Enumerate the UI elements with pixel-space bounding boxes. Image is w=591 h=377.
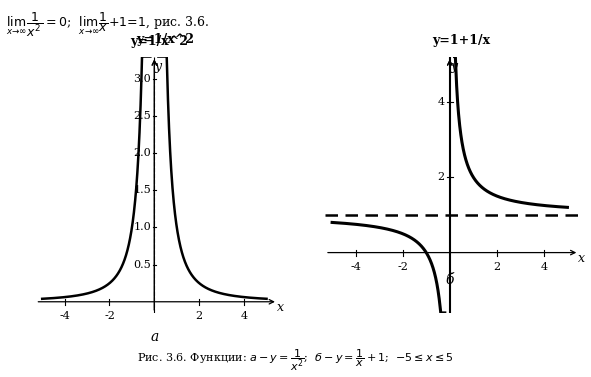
- Text: -4: -4: [350, 262, 361, 272]
- Text: 2: 2: [196, 311, 203, 321]
- Text: -2: -2: [397, 262, 408, 272]
- Text: б: б: [446, 273, 454, 287]
- Text: y: y: [155, 60, 162, 73]
- Text: y=1+1/x: y=1+1/x: [433, 34, 491, 47]
- Text: 1.5: 1.5: [133, 185, 151, 195]
- Text: 1.0: 1.0: [133, 222, 151, 233]
- Text: -2: -2: [104, 311, 115, 321]
- Text: 2.0: 2.0: [133, 148, 151, 158]
- Text: 2: 2: [437, 172, 444, 182]
- Text: 4: 4: [540, 262, 547, 272]
- Text: a: a: [150, 330, 158, 344]
- Text: 0.5: 0.5: [133, 260, 151, 270]
- Text: y=1/x^2: y=1/x^2: [137, 33, 194, 46]
- Text: y: y: [450, 60, 457, 73]
- Text: 2.5: 2.5: [133, 111, 151, 121]
- Text: $\lim_{x \to \infty} \dfrac{1}{x^2} = 0$;  $\lim_{x \to \infty} \dfrac{1}{x} + 1: $\lim_{x \to \infty} \dfrac{1}{x^2} = 0$…: [6, 11, 209, 40]
- Text: Рис. 3.6. Функции: $a - y = \dfrac{1}{x^2}$;  $б - y = \dfrac{1}{x} + 1$;  $-5 \: Рис. 3.6. Функции: $a - y = \dfrac{1}{x^…: [137, 348, 454, 373]
- Text: 4: 4: [241, 311, 248, 321]
- Text: 4: 4: [437, 97, 444, 107]
- Text: 2: 2: [493, 262, 501, 272]
- Text: x: x: [578, 252, 585, 265]
- Text: x: x: [277, 301, 284, 314]
- Text: y=1/x^2: y=1/x^2: [130, 35, 188, 48]
- Text: -4: -4: [59, 311, 70, 321]
- Text: 3.0: 3.0: [133, 74, 151, 84]
